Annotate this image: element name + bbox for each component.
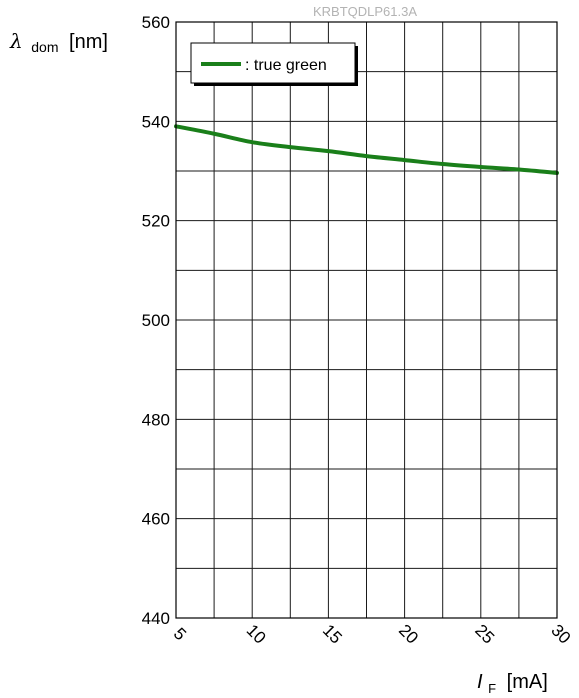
part-code-label: KRBTQDLP61.3A	[313, 4, 417, 19]
y-tick-label: 540	[142, 112, 170, 131]
x-tick-label: 25	[471, 621, 498, 648]
y-tick-labels: 440 460 480 500 520 540 560	[142, 13, 170, 628]
y-tick-label: 560	[142, 13, 170, 32]
y-axis-title: λ dom [nm]	[9, 29, 108, 57]
x-tick-label: 30	[547, 621, 574, 648]
y-tick-label: 460	[142, 510, 170, 529]
y-axis-unit: [nm]	[69, 31, 108, 53]
y-axis-symbol: λ	[9, 29, 23, 53]
y-tick-label: 440	[142, 609, 170, 628]
series-layer	[174, 124, 559, 175]
x-axis-symbol: I	[477, 671, 483, 693]
x-tick-label: 20	[395, 621, 422, 648]
x-axis-title: I F [mA]	[477, 671, 548, 698]
series-line	[174, 124, 559, 175]
y-tick-label: 520	[142, 212, 170, 231]
x-tick-label: 10	[243, 621, 270, 648]
y-tick-label: 500	[142, 311, 170, 330]
y-tick-label: 480	[142, 410, 170, 429]
legend-label: : true green	[245, 57, 327, 74]
x-tick-label: 15	[319, 621, 346, 648]
y-axis-subscript: dom	[31, 39, 58, 55]
x-axis-subscript: F	[488, 681, 496, 696]
x-tick-label: 5	[170, 624, 190, 644]
x-tick-labels: 5 10 15 20 25 30	[170, 621, 574, 648]
x-axis-unit: [mA]	[507, 671, 548, 693]
plot-frame	[175, 21, 558, 619]
grid	[176, 22, 557, 618]
legend: : true green	[190, 42, 358, 86]
